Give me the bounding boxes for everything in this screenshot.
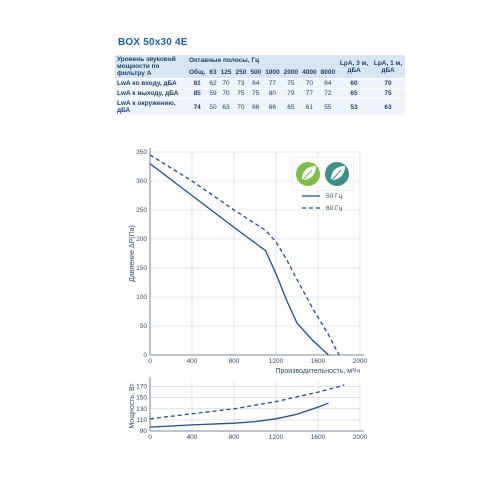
x-tick-label: 400 (187, 358, 198, 365)
table-cell: 70 (218, 78, 234, 89)
series-line-60hz (149, 384, 345, 420)
y-tick-label: 130 (136, 406, 147, 413)
x-tick-label: 2000 (353, 358, 368, 365)
x-tick-label: 400 (187, 434, 198, 441)
band-header: 500 (248, 66, 264, 79)
table-cell: 50 (207, 98, 219, 115)
band-header: Общ. (187, 66, 208, 79)
row-label: LwA к выходу, дБА (115, 88, 187, 99)
table-cell: 66 (263, 98, 282, 115)
y-tick-label: 250 (136, 207, 147, 214)
table-row: LwA к окружению, дБА 74 50 63 70 66 66 6… (115, 98, 405, 115)
y-tick-label: 100 (136, 294, 147, 301)
eco-leaf-icon (296, 162, 320, 186)
table-cell: 63 (218, 98, 234, 115)
band-header: 125 (218, 66, 234, 79)
table-cell: 65 (281, 98, 301, 115)
table-cell: 60 (337, 78, 372, 89)
y-tick-label: 200 (136, 236, 147, 243)
table-cell: 59 (207, 88, 219, 99)
table-row: LwA к выходу, дБА 85 59 70 75 75 80 79 7… (115, 88, 405, 99)
x-tick-label: 1200 (269, 434, 284, 441)
table-cell: 75 (248, 88, 264, 99)
table-header-row: Уровень звуковой мощности по фильтру А О… (115, 55, 405, 79)
table-row: LwA ко входу, дБА 81 62 70 73 64 77 75 7… (115, 78, 405, 89)
table-cell: 53 (337, 98, 372, 115)
row-label: LwA к окружению, дБА (115, 98, 187, 115)
band-header: 250 (233, 66, 249, 79)
y-tick-label: 0 (143, 352, 147, 359)
y-axis-label: Мощность, Вт (129, 383, 136, 429)
sound-power-table: Уровень звуковой мощности по фильтру А О… (115, 55, 405, 115)
octave-bands-label: Октавные полосы, Гц (187, 55, 338, 67)
row-label: LwA ко входу, дБА (115, 78, 187, 89)
table-cell: 66 (248, 98, 264, 115)
lpa3-label: LpA, 3 м, дБА (337, 55, 372, 79)
product-title: BOX 50x30 4E (118, 37, 188, 48)
band-header: 8000 (318, 66, 338, 79)
x-tick-label: 2000 (353, 434, 368, 441)
table-cell: 77 (300, 88, 319, 99)
lpa1-label: LpA, 1 м, дБА (371, 55, 405, 79)
legend-label: 50 Гц (326, 193, 343, 200)
legend-label: 60 Гц (326, 205, 343, 212)
table-cell: 61 (300, 98, 319, 115)
eco-leaf-icon-2 (325, 162, 349, 186)
x-tick-label: 0 (148, 434, 152, 441)
table-cell: 70 (233, 98, 249, 115)
band-header: 2000 (281, 66, 301, 79)
band-header: 63 (207, 66, 219, 79)
y-axis-label: Давление ΔP(Па) (129, 225, 136, 282)
x-tick-label: 800 (229, 434, 240, 441)
table-cell: 70 (371, 78, 405, 89)
band-header: 4000 (300, 66, 319, 79)
eco-leaf-icons (292, 157, 354, 191)
series-line-60hz (149, 154, 340, 356)
table-cell: 72 (318, 88, 338, 99)
y-tick-label: 90 (140, 428, 148, 435)
table-cell: 81 (187, 78, 208, 89)
table-cell: 75 (281, 78, 301, 89)
table-bands-row: Общ. 63 125 250 500 1000 2000 4000 8000 (115, 66, 405, 79)
series-line-50hz (149, 163, 329, 356)
table-cell: 74 (187, 98, 208, 115)
table-cell: 80 (263, 88, 282, 99)
y-tick-label: 170 (136, 384, 147, 391)
y-tick-label: 50 (140, 323, 148, 330)
table-cell: 85 (187, 88, 208, 99)
y-tick-label: 150 (136, 265, 147, 272)
x-tick-label: 800 (229, 358, 240, 365)
x-tick-label: 1200 (269, 358, 284, 365)
series-line-50hz (149, 402, 329, 428)
y-tick-label: 110 (137, 417, 148, 424)
table-cell: 65 (337, 88, 372, 99)
x-tick-label: 0 (148, 358, 152, 365)
table-cell: 63 (371, 98, 405, 115)
table-cell: 75 (233, 88, 249, 99)
table-cell: 64 (248, 78, 264, 89)
table-cell: 75 (371, 88, 405, 99)
table-cell: 70 (218, 88, 234, 99)
band-header: 1000 (263, 66, 282, 79)
table-cell: 55 (318, 98, 338, 115)
table-cell: 70 (300, 78, 319, 89)
y-tick-label: 300 (136, 178, 147, 185)
table-cell: 77 (263, 78, 282, 89)
x-axis-label: Производительность, м³/ч (275, 368, 360, 375)
x-tick-label: 1600 (311, 434, 326, 441)
table-cell: 79 (281, 88, 301, 99)
y-tick-label: 350 (136, 149, 147, 156)
table-cell: 64 (318, 78, 338, 89)
x-tick-label: 1600 (311, 358, 326, 365)
y-tick-label: 150 (136, 395, 147, 402)
table-cell: 73 (233, 78, 249, 89)
table-header-label: Уровень звуковой мощности по фильтру А (115, 55, 187, 79)
table-cell: 62 (207, 78, 219, 89)
